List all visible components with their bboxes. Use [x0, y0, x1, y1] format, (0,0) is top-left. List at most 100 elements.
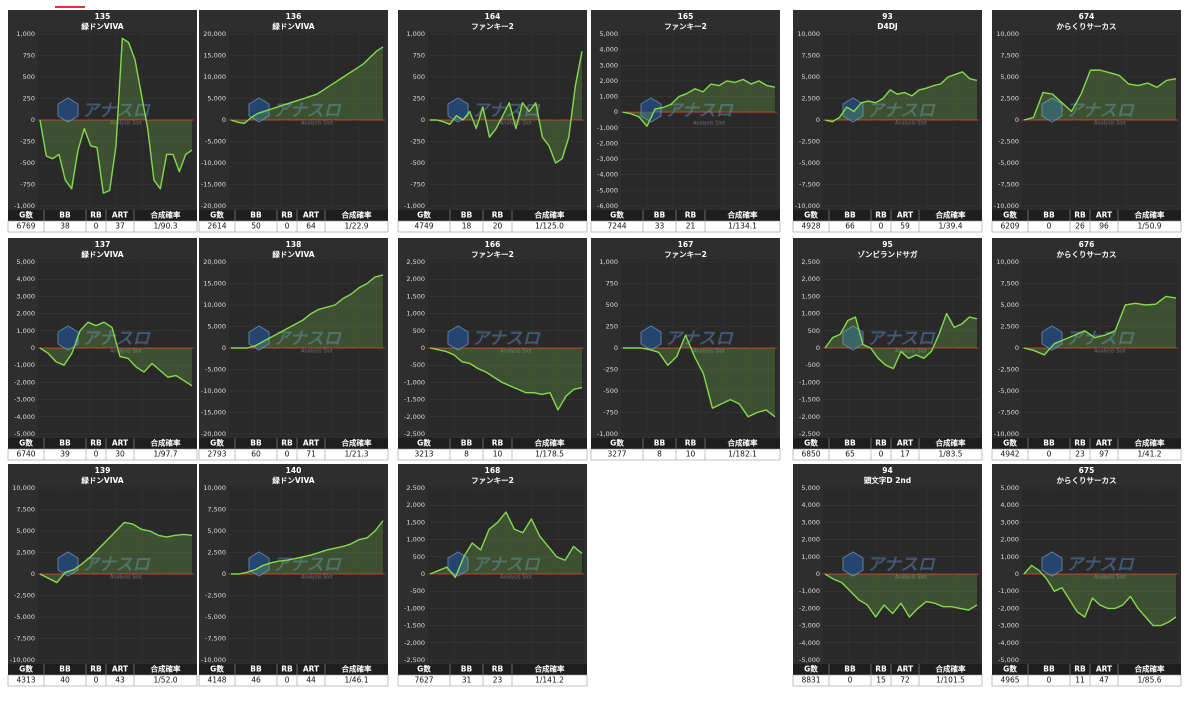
y-tick-label: 1,000	[599, 258, 618, 266]
y-tick-label: 250	[606, 323, 618, 331]
table-cell: 6850	[801, 450, 820, 459]
y-tick-label: -5,000	[205, 613, 226, 621]
table-cell: 40	[60, 676, 70, 685]
y-tick-label: 20,000	[203, 258, 226, 266]
y-tick-label: -2,000	[14, 378, 35, 386]
table-header-row	[8, 438, 197, 449]
y-tick-label: -3,000	[799, 622, 820, 630]
line	[429, 511, 583, 579]
watermark-tagline: Analysis Slot	[301, 349, 333, 355]
table-header: RB	[685, 439, 697, 448]
table-cell: 26	[1075, 222, 1085, 231]
y-tick-label: 1,000	[801, 310, 820, 318]
y-tick-label: 0	[222, 116, 226, 124]
y-tick-label: 0	[1015, 570, 1019, 578]
line	[39, 521, 193, 584]
chart-title: 675	[1079, 466, 1095, 475]
table-cell: 46	[251, 676, 261, 685]
y-tick-label: 250	[23, 95, 35, 103]
table-cell: 1/125.0	[535, 222, 564, 231]
table-header: RB	[281, 211, 293, 220]
chart-subtitle: 緑ドンVIVA	[81, 21, 123, 31]
table-data-row	[590, 220, 781, 233]
watermark-logo: アナスロ	[867, 101, 936, 121]
line	[39, 37, 193, 194]
watermark-logo: アナスロ	[472, 101, 541, 121]
table-header: G数	[19, 438, 33, 448]
table-cell: 2614	[207, 222, 226, 231]
chart-subtitle: 緑ドンVIVA	[272, 475, 314, 485]
y-tick-label: -5,000	[205, 366, 226, 374]
watermark-logo: アナスロ	[82, 101, 151, 121]
y-tick-label: -1,000	[404, 378, 425, 386]
table-header: RB	[685, 211, 697, 220]
table-header: G数	[210, 210, 224, 220]
line	[824, 312, 978, 370]
table-cell: 8	[464, 450, 469, 459]
table-cell: 1/50.9	[1138, 222, 1162, 231]
y-tick-label: -250	[20, 138, 35, 146]
table-cell: 1/178.5	[535, 450, 564, 459]
y-tick-label: -250	[410, 138, 425, 146]
table-cell: 1/83.5	[939, 450, 963, 459]
y-tick-label: 2,000	[1000, 536, 1019, 544]
watermark-logo: アナスロ	[1066, 101, 1135, 121]
y-tick-label: 500	[413, 73, 425, 81]
table-header: G数	[610, 210, 624, 220]
y-tick-label: -1,000	[404, 604, 425, 612]
table-data-row	[991, 674, 1182, 687]
y-tick-label: -1,000	[597, 430, 618, 438]
y-tick-label: -6,000	[597, 202, 618, 210]
table-cell: 1/85.6	[1138, 676, 1162, 685]
y-tick-label: -10,000	[994, 430, 1019, 438]
table-cell: 10	[493, 450, 503, 459]
y-tick-label: -1,000	[998, 587, 1019, 595]
y-tick-label: 10,000	[203, 301, 226, 309]
y-tick-label: 10,000	[203, 484, 226, 492]
table-header: BB	[844, 439, 856, 448]
table-header: BB	[461, 665, 473, 674]
table-cell: 30	[115, 450, 125, 459]
y-tick-label: 0	[31, 116, 35, 124]
y-tick-label: -5,000	[998, 387, 1019, 395]
table-header: ART	[112, 439, 129, 448]
line	[39, 321, 193, 387]
table-header: BB	[250, 439, 262, 448]
y-tick-label: -2,000	[597, 139, 618, 147]
table-cell: 0	[285, 676, 290, 685]
table-cell: 4313	[16, 676, 35, 685]
y-tick-label: -4,000	[597, 171, 618, 179]
table-header: 合成確率	[1135, 210, 1165, 220]
table-header: RB	[492, 665, 504, 674]
y-tick-label: -7,500	[205, 635, 226, 643]
watermark-tagline: Analysis Slot	[110, 349, 142, 355]
chart-subtitle: からくりサーカス	[1057, 22, 1117, 31]
table-header: RB	[90, 665, 102, 674]
chart-title: 93	[882, 12, 892, 21]
y-tick-label: 1,000	[16, 30, 35, 38]
y-tick-label: 10,000	[203, 73, 226, 81]
y-tick-label: -2,500	[14, 592, 35, 600]
table-header: 合成確率	[342, 664, 372, 674]
chart-title: 167	[678, 240, 694, 249]
y-tick-label: 0	[1015, 344, 1019, 352]
area	[231, 46, 383, 124]
table-data-row	[7, 448, 198, 461]
table-cell: 6769	[16, 222, 35, 231]
table-header: G数	[1003, 438, 1017, 448]
y-tick-label: 500	[413, 553, 425, 561]
y-tick-label: 3,000	[16, 292, 35, 300]
y-tick-label: -4,000	[799, 639, 820, 647]
watermark-logo: アナスロ	[1066, 329, 1135, 349]
watermark-logo: アナスロ	[472, 329, 541, 349]
table-header: 合成確率	[936, 438, 966, 448]
watermark-tagline: Analysis Slot	[301, 121, 333, 127]
table-cell: 7627	[414, 676, 433, 685]
chart-title: 140	[286, 466, 302, 475]
y-tick-label: -3,000	[597, 155, 618, 163]
